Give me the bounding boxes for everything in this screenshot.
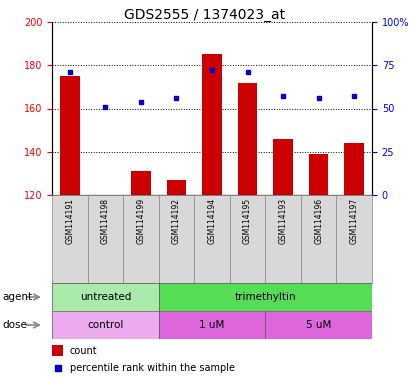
Text: untreated: untreated <box>79 292 131 302</box>
Bar <box>52 311 158 339</box>
Text: GSM114196: GSM114196 <box>313 198 322 244</box>
Text: GSM114195: GSM114195 <box>243 198 252 244</box>
Bar <box>158 311 265 339</box>
Bar <box>88 195 123 283</box>
Bar <box>131 171 150 195</box>
Bar <box>52 283 158 311</box>
Text: GSM114193: GSM114193 <box>278 198 287 244</box>
Bar <box>158 195 194 283</box>
Bar <box>202 55 221 195</box>
Bar <box>300 195 336 283</box>
Bar <box>229 195 265 283</box>
Bar <box>336 195 371 283</box>
Bar <box>166 180 186 195</box>
Text: GSM114197: GSM114197 <box>349 198 358 244</box>
Text: agent: agent <box>2 292 32 302</box>
Bar <box>237 83 257 195</box>
Bar <box>273 139 292 195</box>
Text: count: count <box>70 346 97 356</box>
Bar <box>194 195 229 283</box>
Text: 5 uM: 5 uM <box>305 320 330 330</box>
Text: GDS2555 / 1374023_at: GDS2555 / 1374023_at <box>124 8 285 22</box>
Text: GSM114194: GSM114194 <box>207 198 216 244</box>
Text: GSM114191: GSM114191 <box>65 198 74 243</box>
Bar <box>60 76 79 195</box>
Bar <box>158 283 371 311</box>
Text: GSM114198: GSM114198 <box>101 198 110 243</box>
Bar <box>344 143 363 195</box>
Text: trimethyltin: trimethyltin <box>234 292 295 302</box>
Text: GSM114192: GSM114192 <box>171 198 180 243</box>
Bar <box>52 195 88 283</box>
Bar <box>123 195 158 283</box>
Bar <box>265 311 371 339</box>
Bar <box>52 345 63 356</box>
Text: GSM114199: GSM114199 <box>136 198 145 244</box>
Text: dose: dose <box>2 320 27 330</box>
Bar <box>308 154 328 195</box>
Bar <box>265 195 300 283</box>
Text: percentile rank within the sample: percentile rank within the sample <box>70 363 234 373</box>
Text: 1 uM: 1 uM <box>199 320 224 330</box>
Text: control: control <box>87 320 123 330</box>
